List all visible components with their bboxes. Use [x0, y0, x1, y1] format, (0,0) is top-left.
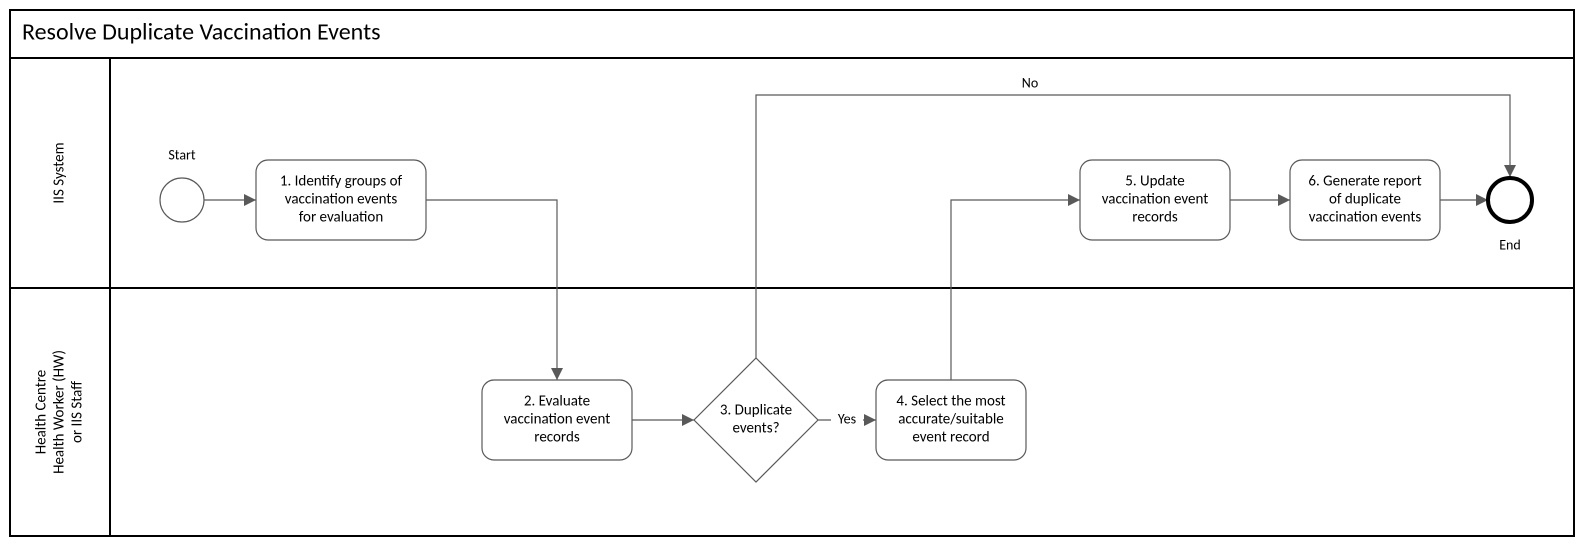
end-event [1488, 178, 1532, 222]
svg-text:Health Worker (HW): Health Worker (HW) [51, 350, 69, 474]
edge-e_1_2 [426, 200, 557, 380]
svg-text:event record: event record [912, 429, 989, 447]
svg-text:5. Update: 5. Update [1125, 173, 1185, 191]
lane-label: Health CentreHealth Worker (HW)or IIS St… [33, 350, 87, 474]
svg-text:End: End [1499, 236, 1521, 253]
svg-text:events?: events? [732, 420, 779, 438]
svg-text:Health Centre: Health Centre [33, 370, 51, 454]
lane-label: IIS System [51, 142, 69, 203]
svg-text:6. Generate report: 6. Generate report [1308, 173, 1421, 191]
svg-text:vaccination event: vaccination event [1102, 191, 1209, 209]
svg-text:for evaluation: for evaluation [299, 209, 383, 227]
svg-text:IIS System: IIS System [51, 142, 69, 203]
svg-text:1. Identify groups of: 1. Identify groups of [280, 173, 403, 191]
svg-text:vaccination event: vaccination event [504, 411, 611, 429]
pool-border [10, 10, 1574, 536]
bpmn-diagram: Resolve Duplicate Vaccination Events IIS … [0, 0, 1584, 546]
svg-text:No: No [1022, 74, 1038, 91]
svg-text:of duplicate: of duplicate [1329, 191, 1401, 209]
svg-text:Resolve Duplicate Vaccination: Resolve Duplicate Vaccination Events [22, 18, 381, 47]
svg-text:records: records [1132, 209, 1178, 227]
edge-e_4_5 [951, 200, 1080, 380]
svg-text:4. Select the most: 4. Select the most [896, 393, 1005, 411]
svg-text:records: records [534, 429, 580, 447]
svg-text:2. Evaluate: 2. Evaluate [524, 393, 590, 411]
svg-text:Start: Start [168, 146, 196, 163]
svg-text:vaccination events: vaccination events [285, 191, 398, 209]
svg-text:vaccination events: vaccination events [1309, 209, 1422, 227]
svg-text:Yes: Yes [838, 410, 856, 427]
start-event [160, 178, 204, 222]
svg-text:accurate/suitable: accurate/suitable [898, 411, 1004, 429]
svg-text:3. Duplicate: 3. Duplicate [720, 402, 792, 420]
svg-text:or IIS Staff: or IIS Staff [69, 381, 87, 443]
